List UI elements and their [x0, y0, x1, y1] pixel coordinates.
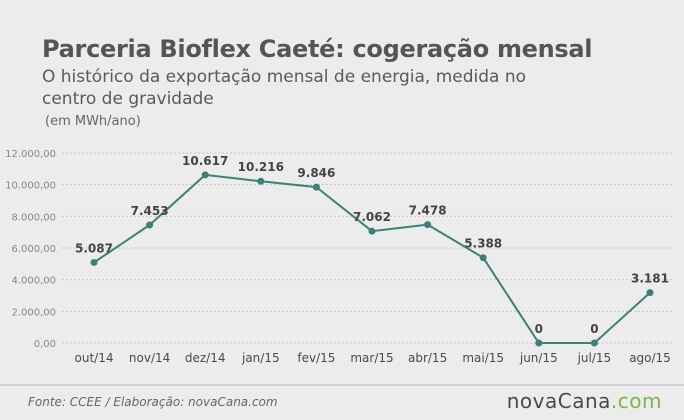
data-point — [535, 339, 543, 347]
y-tick-label: 12.000,00 — [5, 149, 56, 160]
x-tick-label: ago/15 — [629, 351, 671, 365]
data-label: 3.181 — [631, 272, 669, 286]
y-tick-label: 0,00 — [34, 339, 56, 350]
source-note: Fonte: CCEE / Elaboração: novaCana.com — [28, 395, 278, 409]
chart-title: Parceria Bioflex Caeté: cogeração mensal — [42, 35, 593, 63]
line-chart: 0,00 2.000,00 4.000,00 6.000,00 8.000,00 10.0… — [5, 149, 672, 365]
data-point — [479, 254, 487, 262]
data-label: 9.846 — [297, 166, 335, 180]
footer: Fonte: CCEE / Elaboração: novaCana.com n… — [0, 384, 684, 420]
data-point — [90, 258, 98, 266]
x-tick-label: mar/15 — [350, 351, 393, 365]
chart-header: Parceria Bioflex Caeté: cogeração mensal… — [42, 34, 662, 129]
data-label: 5.087 — [75, 241, 113, 255]
y-tick-label: 2.000,00 — [11, 307, 56, 318]
data-label: 0 — [590, 322, 598, 336]
brand-part-com: .com — [610, 389, 662, 413]
data-point — [368, 227, 376, 235]
y-tick-label: 4.000,00 — [11, 276, 56, 287]
chart-subtitle: O histórico da exportação mensal de ener… — [42, 67, 527, 109]
x-tick-label: out/14 — [75, 351, 114, 365]
x-tick-label: jul/15 — [577, 351, 612, 365]
y-tick-label: 10.000,00 — [5, 181, 56, 192]
data-point — [257, 177, 265, 185]
brand-part-cana: Cana — [557, 389, 611, 413]
data-point — [146, 221, 154, 229]
x-tick-label: dez/14 — [185, 351, 226, 365]
data-label: 7.478 — [409, 204, 447, 218]
data-label: 7.062 — [353, 210, 391, 224]
data-point — [312, 183, 320, 191]
data-point — [424, 221, 432, 229]
data-label: 10.216 — [238, 160, 284, 174]
x-tick-label: jan/15 — [241, 351, 280, 365]
y-tick-label: 6.000,00 — [11, 244, 56, 255]
data-label: 5.388 — [464, 237, 502, 251]
data-label: 10.617 — [182, 154, 228, 168]
y-tick-label: 8.000,00 — [11, 212, 56, 223]
x-tick-label: nov/14 — [129, 351, 170, 365]
data-point — [201, 171, 209, 179]
x-tick-label: mai/15 — [462, 351, 504, 365]
brand-logo: novaCana.com — [507, 389, 662, 413]
chart-unit: (em MWh/ano) — [45, 114, 141, 129]
x-tick-label: fev/15 — [297, 351, 335, 365]
data-point — [646, 289, 654, 297]
brand-part-nova: nova — [506, 389, 558, 413]
data-point — [590, 339, 598, 347]
x-tick-label: abr/15 — [408, 351, 447, 365]
series-line — [93, 173, 651, 344]
data-label: 7.453 — [131, 204, 169, 218]
x-tick-label: jun/15 — [519, 351, 558, 365]
data-label: 0 — [535, 322, 543, 336]
